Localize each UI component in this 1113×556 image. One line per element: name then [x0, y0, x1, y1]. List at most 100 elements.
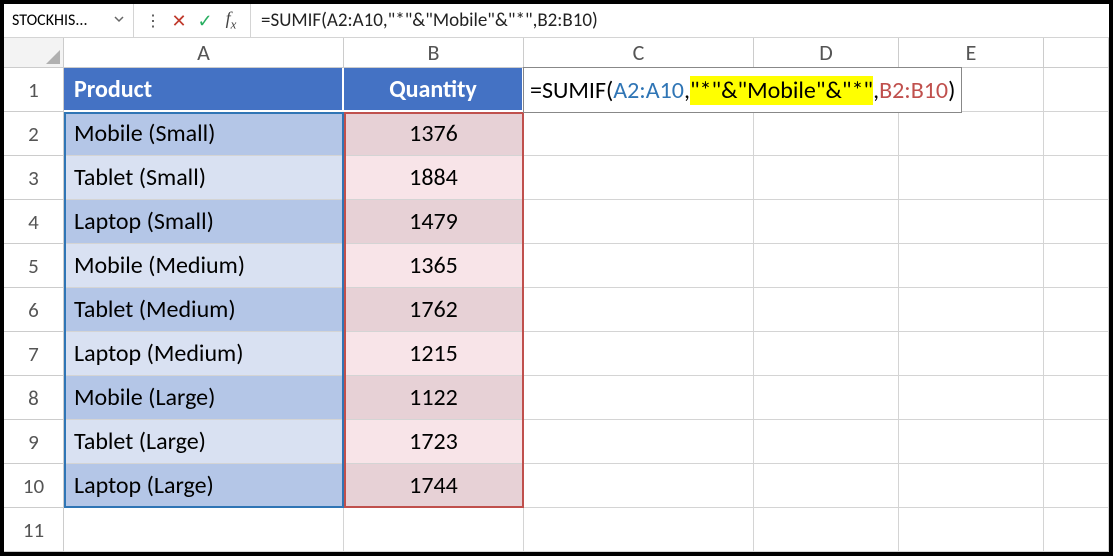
cell-B4[interactable]: 1479 [344, 200, 524, 244]
name-box[interactable]: STOCKHIS... [4, 4, 134, 37]
cell-D5[interactable] [754, 244, 899, 288]
cell-A6[interactable]: Tablet (Medium) [64, 288, 344, 332]
cell-B1[interactable]: Quantity [344, 68, 524, 112]
cell-rest7[interactable] [1044, 332, 1109, 376]
cell-C2[interactable] [524, 112, 754, 156]
cell-A8[interactable]: Mobile (Large) [64, 376, 344, 420]
cell-B3[interactable]: 1884 [344, 156, 524, 200]
row-header-9[interactable]: 9 [4, 420, 64, 464]
cell-A3[interactable]: Tablet (Small) [64, 156, 344, 200]
cell-C5[interactable] [524, 244, 754, 288]
cell-C6[interactable] [524, 288, 754, 332]
cell-C10[interactable] [524, 464, 754, 508]
cell-A9[interactable]: Tablet (Large) [64, 420, 344, 464]
cell-A2[interactable]: Mobile (Small) [64, 112, 344, 156]
cell-E2[interactable] [899, 112, 1044, 156]
cell-D7[interactable] [754, 332, 899, 376]
col-header-D[interactable]: D [754, 38, 899, 68]
cell-E3[interactable] [899, 156, 1044, 200]
cell-rest8[interactable] [1044, 376, 1109, 420]
formula-input[interactable]: =SUMIF(A2:A10,"*"&"Mobile"&"*",B2:B10) [251, 9, 1109, 32]
name-box-dropdown-icon[interactable] [113, 13, 125, 29]
fx-icon[interactable]: fx [220, 8, 242, 33]
grid-area: A B C D E 1ProductQuantity2Mobile (Small… [4, 38, 1109, 552]
cell-B5[interactable]: 1365 [344, 244, 524, 288]
cell-rest11[interactable] [1044, 508, 1109, 552]
row-10: 10Laptop (Large)1744 [4, 464, 1109, 508]
formula-token: =SUMIF( [530, 76, 613, 105]
row-11: 11 [4, 508, 1109, 552]
cell-C11[interactable] [524, 508, 754, 552]
cell-D10[interactable] [754, 464, 899, 508]
row-header-8[interactable]: 8 [4, 376, 64, 420]
cell-rest5[interactable] [1044, 244, 1109, 288]
cell-C9[interactable] [524, 420, 754, 464]
cell-D6[interactable] [754, 288, 899, 332]
row-8: 8Mobile (Large)1122 [4, 376, 1109, 420]
cell-D4[interactable] [754, 200, 899, 244]
cell-B2[interactable]: 1376 [344, 112, 524, 156]
cell-B6[interactable]: 1762 [344, 288, 524, 332]
cell-rest9[interactable] [1044, 420, 1109, 464]
cell-A11[interactable] [64, 508, 344, 552]
cell-D8[interactable] [754, 376, 899, 420]
cell-B11[interactable] [344, 508, 524, 552]
cell-rest10[interactable] [1044, 464, 1109, 508]
row-header-10[interactable]: 10 [4, 464, 64, 508]
cell-D9[interactable] [754, 420, 899, 464]
cell-C7[interactable] [524, 332, 754, 376]
cell-C3[interactable] [524, 156, 754, 200]
col-header-B[interactable]: B [344, 38, 524, 68]
col-header-rest [1044, 38, 1109, 68]
row-header-3[interactable]: 3 [4, 156, 64, 200]
cell-B8[interactable]: 1122 [344, 376, 524, 420]
row-header-2[interactable]: 2 [4, 112, 64, 156]
cell-A7[interactable]: Laptop (Medium) [64, 332, 344, 376]
cell-E4[interactable] [899, 200, 1044, 244]
cell-rest6[interactable] [1044, 288, 1109, 332]
row-header-4[interactable]: 4 [4, 200, 64, 244]
cell-B10[interactable]: 1744 [344, 464, 524, 508]
cell-E6[interactable] [899, 288, 1044, 332]
cell-E10[interactable] [899, 464, 1044, 508]
row-header-5[interactable]: 5 [4, 244, 64, 288]
cell-E11[interactable] [899, 508, 1044, 552]
cell-A4[interactable]: Laptop (Small) [64, 200, 344, 244]
cell-D2[interactable] [754, 112, 899, 156]
formula-token: "*"&"Mobile"&"*" [690, 76, 873, 105]
col-header-A[interactable]: A [64, 38, 344, 68]
cell-rest2[interactable] [1044, 112, 1109, 156]
cell-D11[interactable] [754, 508, 899, 552]
cell-C8[interactable] [524, 376, 754, 420]
cell-E7[interactable] [899, 332, 1044, 376]
col-header-E[interactable]: E [899, 38, 1044, 68]
cell-C4[interactable] [524, 200, 754, 244]
cell-B7[interactable]: 1215 [344, 332, 524, 376]
cell-rest3[interactable] [1044, 156, 1109, 200]
cell-D3[interactable] [754, 156, 899, 200]
row-2: 2Mobile (Small)1376 [4, 112, 1109, 156]
cell-E5[interactable] [899, 244, 1044, 288]
cell-rest1[interactable] [1044, 68, 1109, 112]
col-header-C[interactable]: C [524, 38, 754, 68]
row-header-1[interactable]: 1 [4, 68, 64, 112]
row-6: 6Tablet (Medium)1762 [4, 288, 1109, 332]
select-all-corner[interactable] [4, 38, 64, 68]
cell-B9[interactable]: 1723 [344, 420, 524, 464]
enter-icon[interactable]: ✓ [194, 10, 216, 32]
cell-E8[interactable] [899, 376, 1044, 420]
row-header-6[interactable]: 6 [4, 288, 64, 332]
row-header-7[interactable]: 7 [4, 332, 64, 376]
cell-A10[interactable]: Laptop (Large) [64, 464, 344, 508]
row-9: 9Tablet (Large)1723 [4, 420, 1109, 464]
cell-E9[interactable] [899, 420, 1044, 464]
row-7: 7Laptop (Medium)1215 [4, 332, 1109, 376]
row-3: 3Tablet (Small)1884 [4, 156, 1109, 200]
cancel-icon[interactable]: ✕ [168, 10, 190, 32]
cell-editor[interactable]: =SUMIF(A2:A10,"*"&"Mobile"&"*",B2:B10) [523, 67, 962, 113]
cell-A1[interactable]: Product [64, 68, 344, 112]
cell-A5[interactable]: Mobile (Medium) [64, 244, 344, 288]
cell-rest4[interactable] [1044, 200, 1109, 244]
row-header-11[interactable]: 11 [4, 508, 64, 552]
column-headers: A B C D E [4, 38, 1109, 68]
